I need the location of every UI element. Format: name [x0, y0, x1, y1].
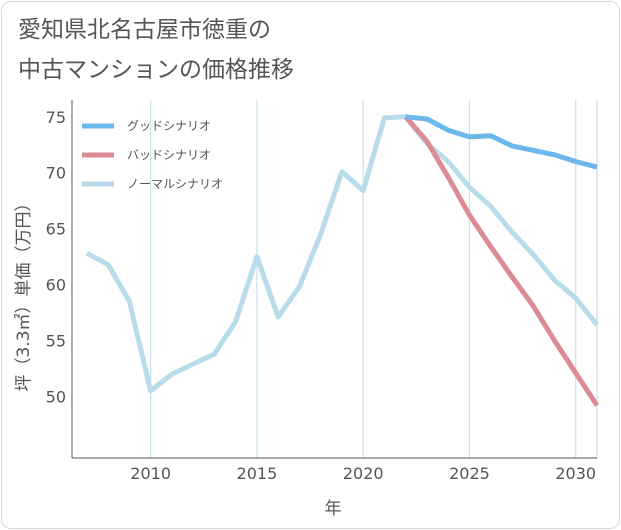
series-line-0: [405, 114, 598, 170]
y-tick-label-60: 60: [46, 276, 66, 295]
chart-title-line-2: 中古マンションの価格推移: [18, 57, 294, 83]
y-tick-label-50: 50: [46, 387, 66, 406]
series-line-2: [85, 114, 599, 394]
legend-label-1: バッドシナリオ: [127, 148, 211, 162]
tick-labels: 2010 2015 2020 2025 2030 50 55 60 65 70 75: [46, 108, 596, 483]
x-tick-label-2015: 2015: [237, 464, 278, 483]
x-tick-label-2025: 2025: [449, 464, 490, 483]
x-tick-label-2030: 2030: [555, 464, 596, 483]
y-tick-label-75: 75: [46, 108, 66, 127]
series-lines: [85, 114, 600, 407]
legend-label-2: ノーマルシナリオ: [127, 177, 223, 191]
y-axis-label: 坪（3.3㎡）単価（万円）: [14, 194, 34, 391]
series-line-1: [403, 115, 600, 407]
x-axis-label: 年: [325, 499, 342, 519]
y-tick-label-65: 65: [46, 220, 66, 239]
chart-title-line-1: 愛知県北名古屋市徳重の: [18, 17, 271, 43]
y-tick-label-70: 70: [46, 164, 66, 183]
y-tick-label-55: 55: [46, 332, 66, 351]
axes: [71, 100, 597, 459]
chart-title: 愛知県北名古屋市徳重の 中古マンションの価格推移: [18, 10, 294, 90]
x-tick-label-2010: 2010: [130, 464, 171, 483]
legend-label-0: グッドシナリオ: [127, 119, 211, 133]
grid-lines: [150, 100, 598, 458]
x-tick-label-2020: 2020: [343, 464, 384, 483]
